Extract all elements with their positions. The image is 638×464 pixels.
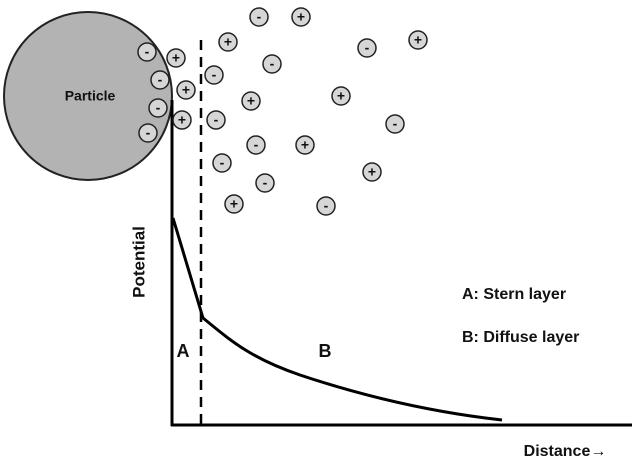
ion-charge: - — [156, 100, 161, 116]
ion-charge: - — [324, 198, 329, 214]
ion — [176, 80, 196, 100]
ion — [357, 38, 377, 58]
particle — [3, 11, 173, 181]
ion — [246, 135, 266, 155]
ion-charge: - — [214, 112, 219, 128]
ion-charge: + — [182, 82, 190, 98]
ion — [148, 98, 168, 118]
region-label: A — [177, 341, 190, 361]
ion-charge: + — [337, 88, 345, 104]
ion — [206, 110, 226, 130]
ion-charge: - — [393, 116, 398, 132]
ion-charge: + — [301, 137, 309, 153]
ion — [385, 114, 405, 134]
ion-charge: + — [297, 9, 305, 25]
ion — [212, 153, 232, 173]
particle-label: Particle — [65, 88, 116, 104]
ion — [331, 86, 351, 106]
ion — [172, 110, 192, 130]
legend-entry: A: Stern layer — [462, 286, 566, 303]
ion — [408, 30, 428, 50]
potential-curve — [171, 217, 503, 422]
ion — [166, 48, 186, 68]
ion-charge: + — [247, 93, 255, 109]
y-axis-label: Potential — [129, 226, 148, 298]
ion-charge: + — [172, 50, 180, 66]
ion — [137, 42, 157, 62]
ion-charge: + — [224, 34, 232, 50]
ion — [204, 65, 224, 85]
ion-charge: + — [368, 164, 376, 180]
ion — [316, 196, 336, 216]
ion-charge: - — [263, 175, 268, 191]
ion — [218, 32, 238, 52]
ion — [362, 162, 382, 182]
ion — [295, 135, 315, 155]
ion-charge: + — [178, 112, 186, 128]
ion-charge: - — [270, 56, 275, 72]
ion-charge: - — [254, 137, 259, 153]
ion-charge: - — [145, 44, 150, 60]
region-label: B — [319, 341, 332, 361]
ion — [255, 173, 275, 193]
x-axis-label: Distance→ — [524, 443, 607, 460]
ion — [150, 70, 170, 90]
ion — [291, 7, 311, 27]
ion-charge: - — [146, 125, 151, 141]
ion-charge: - — [365, 40, 370, 56]
ion — [249, 7, 269, 27]
ion-charge: - — [212, 67, 217, 83]
ion — [224, 194, 244, 214]
ion-charge: + — [414, 32, 422, 48]
ions: - +-+-+-- ++ - +--+ +- -- +-+-+ - — [137, 7, 428, 216]
ion-charge: + — [230, 196, 238, 212]
legend-entry: B: Diffuse layer — [462, 329, 579, 346]
ion — [262, 54, 282, 74]
ion-charge: - — [158, 72, 163, 88]
ion — [138, 123, 158, 143]
ion-charge: - — [257, 9, 262, 25]
ion — [241, 91, 261, 111]
ion-charge: - — [220, 155, 225, 171]
